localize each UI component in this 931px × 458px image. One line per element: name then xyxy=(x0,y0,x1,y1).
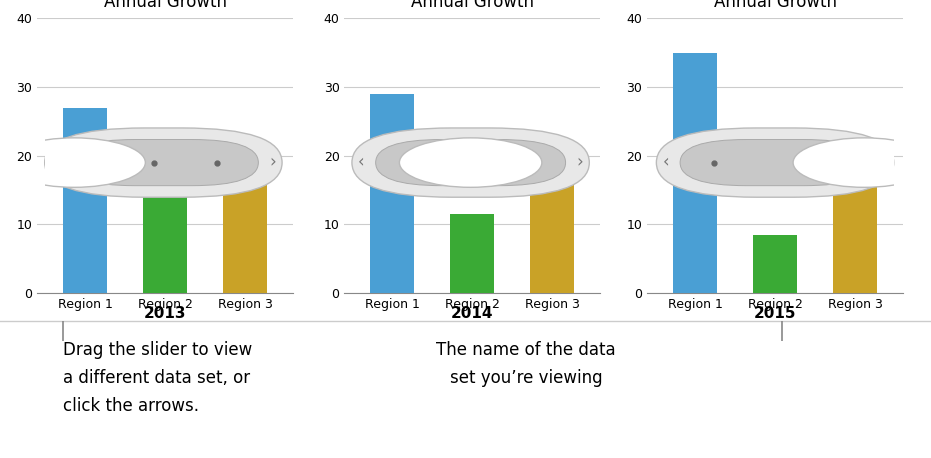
Bar xyxy=(223,156,267,293)
Text: ‹: ‹ xyxy=(358,153,365,172)
Text: ›: › xyxy=(576,153,583,172)
Circle shape xyxy=(793,138,931,187)
Text: The name of the data
set you’re viewing: The name of the data set you’re viewing xyxy=(437,341,615,387)
Bar xyxy=(673,53,717,293)
Text: 2014: 2014 xyxy=(452,306,493,321)
Bar xyxy=(833,156,877,293)
Title: Annual Growth: Annual Growth xyxy=(411,0,534,11)
Bar xyxy=(753,234,797,293)
Circle shape xyxy=(399,138,542,187)
Bar xyxy=(531,142,574,293)
Text: ›: › xyxy=(881,153,887,172)
FancyBboxPatch shape xyxy=(375,140,565,185)
Text: ‹: ‹ xyxy=(51,153,58,172)
Text: ›: › xyxy=(269,153,276,172)
FancyBboxPatch shape xyxy=(656,128,894,197)
Text: ‹: ‹ xyxy=(663,153,669,172)
Text: 2013: 2013 xyxy=(144,306,186,321)
Bar xyxy=(451,214,494,293)
Circle shape xyxy=(3,138,145,187)
Text: 2015: 2015 xyxy=(754,306,796,321)
Bar xyxy=(143,190,187,293)
Title: Annual Growth: Annual Growth xyxy=(103,0,227,11)
FancyBboxPatch shape xyxy=(45,128,282,197)
FancyBboxPatch shape xyxy=(69,140,259,185)
Text: Drag the slider to view
a different data set, or
click the arrows.: Drag the slider to view a different data… xyxy=(63,341,252,415)
Bar xyxy=(63,108,107,293)
FancyBboxPatch shape xyxy=(680,140,870,185)
FancyBboxPatch shape xyxy=(352,128,589,197)
Title: Annual Growth: Annual Growth xyxy=(713,0,837,11)
Bar xyxy=(371,94,414,293)
